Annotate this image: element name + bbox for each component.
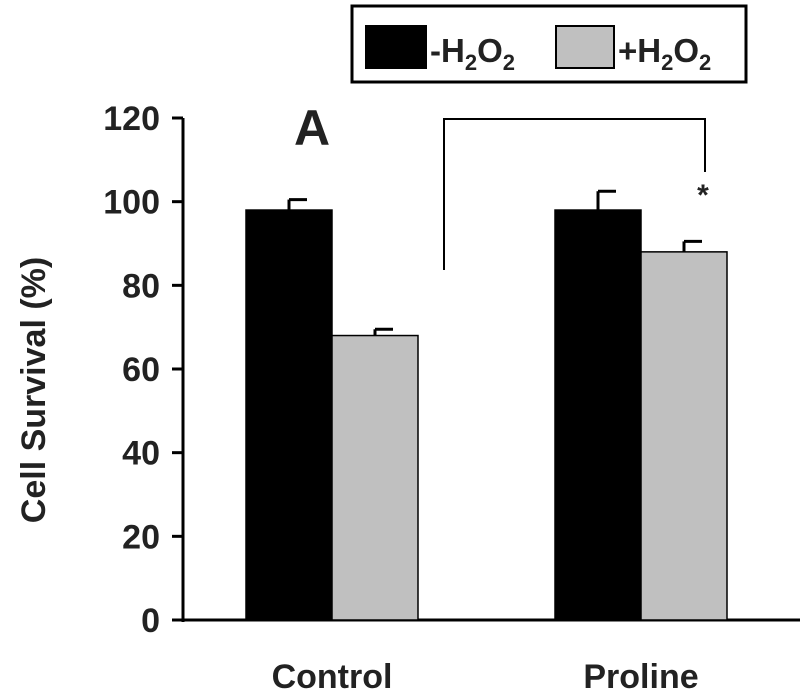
x-tick-labels: Control Proline bbox=[272, 658, 699, 696]
bar-proline-plus-h2o2 bbox=[640, 251, 728, 621]
y-tick-label-60: 60 bbox=[122, 351, 160, 389]
bar-control-plus-h2o2 bbox=[331, 334, 419, 621]
y-tick-label-0: 0 bbox=[141, 602, 160, 640]
legend-label-plus-h2o2: +H2O2 bbox=[618, 32, 711, 75]
y-tick-label-20: 20 bbox=[122, 518, 160, 556]
error-bars bbox=[287, 189, 702, 336]
y-ticks: 0 20 40 60 80 100 120 bbox=[103, 100, 183, 640]
y-tick-label-100: 100 bbox=[103, 184, 160, 222]
significance-asterisk: * bbox=[697, 179, 709, 212]
bar-control-minus-h2o2 bbox=[245, 209, 333, 621]
legend-item-minus-h2o2: -H2O2 bbox=[365, 25, 515, 75]
y-tick-label-120: 120 bbox=[103, 100, 160, 138]
significance-bracket bbox=[443, 118, 706, 270]
legend-label-minus-h2o2: -H2O2 bbox=[430, 32, 515, 75]
y-tick-label-80: 80 bbox=[122, 267, 160, 305]
x-tick-label-control: Control bbox=[272, 658, 393, 696]
bar-proline-minus-h2o2 bbox=[554, 209, 642, 621]
legend: -H2O2 +H2O2 bbox=[350, 4, 748, 84]
legend-item-plus-h2o2: +H2O2 bbox=[555, 25, 711, 75]
legend-swatch-plus-h2o2 bbox=[555, 25, 615, 69]
x-tick-label-proline: Proline bbox=[583, 658, 698, 696]
y-tick-label-40: 40 bbox=[122, 435, 160, 473]
bars bbox=[245, 209, 728, 621]
y-axis-label: Cell Survival (%) bbox=[15, 257, 53, 523]
legend-swatch-minus-h2o2 bbox=[365, 25, 427, 69]
panel-label: A bbox=[294, 100, 330, 156]
